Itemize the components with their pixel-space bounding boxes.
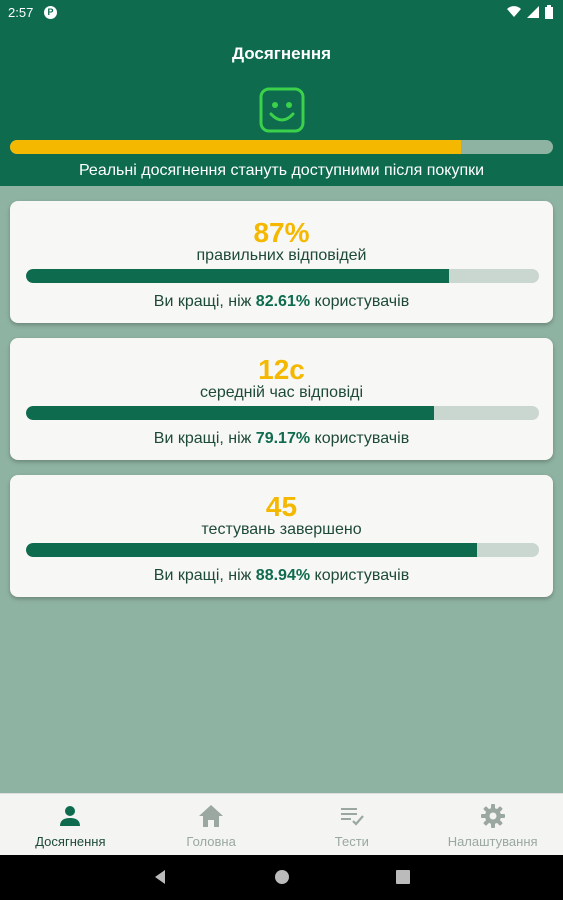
compare-prefix: Ви кращі, ніж — [153, 567, 256, 584]
status-bar: 2:57 P — [0, 0, 563, 26]
compare-suffix: користувачів — [310, 293, 410, 310]
notification-icon: P — [44, 6, 57, 19]
compare-suffix: користувачів — [310, 567, 410, 584]
bottom-nav: Досягнення Головна Тести Налаштування — [0, 793, 563, 855]
nav-tests[interactable]: Тести — [282, 794, 423, 855]
system-icons — [507, 5, 553, 19]
tests-completed-value: 45 — [265, 491, 298, 522]
compare-value: 79.17% — [255, 430, 311, 447]
accuracy-compare: Ви кращі, ніж 82.61% користувачів — [10, 293, 553, 311]
smiley-face-icon — [259, 87, 305, 133]
purchase-progress-fill — [10, 140, 461, 154]
accuracy-value: 87% — [253, 217, 310, 248]
nav-achievements[interactable]: Досягнення — [0, 794, 141, 855]
compare-value: 88.94% — [255, 567, 311, 584]
battery-icon — [545, 5, 553, 19]
recents-icon[interactable] — [395, 869, 411, 885]
checklist-icon — [340, 808, 364, 826]
tests-completed-card: 45 тестувань завершено Ви кращі, ніж 88.… — [10, 475, 553, 597]
purchase-notice: Реальні досягнення стануть доступними пі… — [78, 162, 485, 179]
home-icon — [199, 805, 224, 827]
compare-value: 82.61% — [255, 293, 311, 310]
tests-completed-bar-fill — [26, 543, 478, 557]
person-icon — [60, 806, 81, 826]
back-icon[interactable] — [152, 869, 168, 885]
home-circle-icon[interactable] — [274, 869, 290, 885]
purchase-progress-bar — [10, 140, 553, 154]
avg-time-label: середній час відповіді — [199, 384, 364, 401]
signal-icon — [527, 6, 539, 18]
avg-time-bar-fill — [26, 406, 434, 420]
avg-time-bar — [26, 406, 539, 420]
gear-icon — [480, 804, 505, 828]
nav-tests-label: Тести — [334, 834, 369, 849]
tests-completed-compare: Ви кращі, ніж 88.94% користувачів — [10, 567, 553, 585]
accuracy-bar-fill — [26, 269, 450, 283]
avg-time-card: 12с середній час відповіді Ви кращі, ніж… — [10, 338, 553, 460]
accuracy-label: правильних відповідей — [196, 247, 367, 264]
nav-home-label: Головна — [186, 834, 236, 849]
avg-time-compare: Ви кращі, ніж 79.17% користувачів — [10, 430, 553, 448]
android-nav-bar — [0, 855, 563, 900]
tests-completed-bar — [26, 543, 539, 557]
wifi-icon — [507, 6, 521, 18]
compare-suffix: користувачів — [310, 430, 410, 447]
tests-completed-label: тестувань завершено — [201, 521, 362, 538]
compare-prefix: Ви кращі, ніж — [153, 293, 256, 310]
nav-settings-label: Налаштування — [447, 834, 538, 849]
accuracy-bar — [26, 269, 539, 283]
nav-achievements-label: Досягнення — [35, 834, 106, 849]
compare-prefix: Ви кращі, ніж — [153, 430, 256, 447]
header: Досягнення Реальні досягнення стануть до… — [0, 26, 563, 186]
page-title: Досягнення — [231, 44, 332, 63]
nav-settings[interactable]: Налаштування — [422, 794, 563, 855]
avg-time-value: 12с — [258, 354, 305, 385]
nav-home[interactable]: Головна — [141, 794, 282, 855]
status-time: 2:57 — [8, 5, 34, 20]
accuracy-card: 87% правильних відповідей Ви кращі, ніж … — [10, 201, 553, 323]
